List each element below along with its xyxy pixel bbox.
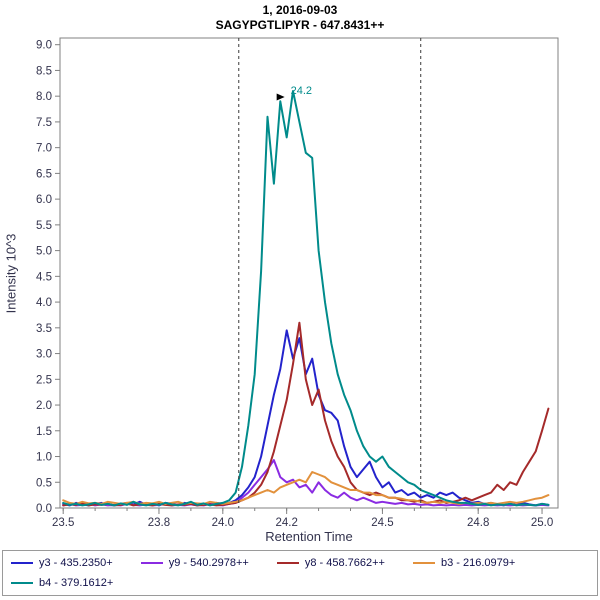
legend-label: y9 - 540.2978++ — [168, 557, 249, 569]
x-tick-label: 24.2 — [275, 517, 297, 529]
y-tick-label: 5.0 — [36, 246, 52, 258]
x-axis-title: Retention Time — [265, 529, 353, 544]
legend-label: y8 - 458.7662++ — [304, 557, 385, 569]
replicate-title: 1, 2016-09-03 — [262, 3, 338, 17]
peak-id-flag-icon[interactable] — [276, 93, 285, 101]
y-tick-label: 9.0 — [36, 40, 52, 52]
y-tick-label: 1.5 — [36, 426, 52, 438]
x-tick-label: 24.8 — [467, 517, 489, 529]
x-tick-label: 23.8 — [148, 517, 170, 529]
chart-title: 1, 2016-09-03 SAGYPGTLIPYR - 647.8431++ — [0, 3, 600, 33]
legend-item-y9: y9 - 540.2978++ — [140, 554, 249, 572]
y-tick-label: 6.0 — [36, 194, 52, 206]
y-tick-label: 2.5 — [36, 374, 52, 386]
y-axis-title: Intensity 10^3 — [3, 233, 19, 313]
y-tick-label: 4.0 — [36, 297, 52, 309]
peptide-precursor-title: SAGYPGTLIPYR - 647.8431++ — [215, 18, 385, 32]
x-tick-label: 24.0 — [212, 517, 234, 529]
legend-item-y8: y8 - 458.7662++ — [276, 554, 385, 572]
legend-label: b3 - 216.0979+ — [440, 557, 516, 569]
legend: y3 - 435.2350+ y9 - 540.2978++ y8 - 458.76… — [2, 550, 598, 596]
y-tick-label: 6.5 — [36, 168, 52, 180]
peak-rt-annotation[interactable]: 24.2 — [291, 85, 312, 97]
chromatogram-svg: 23.5 23.8 24.0 24.2 24.5 24.8 25.0 0.0 0.5 1.0 1.5… — [36, 37, 559, 529]
legend-item-y3: y3 - 435.2350+ — [11, 554, 113, 572]
y-tick-label: 0.5 — [36, 477, 52, 489]
legend-item-b3: b3 - 216.0979+ — [412, 554, 516, 572]
legend-line-swatch — [276, 562, 299, 564]
legend-label: y3 - 435.2350+ — [39, 557, 113, 569]
legend-line-swatch — [11, 562, 33, 564]
plot-area[interactable] — [59, 37, 559, 509]
legend-line-swatch — [412, 562, 435, 564]
y-tick-label: 7.5 — [36, 117, 52, 129]
x-tick-label: 23.5 — [52, 517, 74, 529]
y-tick-label: 3.0 — [36, 349, 52, 361]
y-tick-label: 3.5 — [36, 323, 52, 335]
y-tick-label: 0.0 — [36, 503, 52, 515]
y-tick-label: 8.0 — [36, 91, 52, 103]
legend-line-swatch — [11, 582, 33, 584]
legend-line-swatch — [140, 562, 163, 564]
y-tick-label: 4.5 — [36, 271, 52, 283]
series-line-b4[interactable] — [62, 90, 550, 507]
legend-label: b4 - 379.1612+ — [39, 577, 114, 589]
y-tick-label: 2.0 — [36, 400, 52, 412]
x-tick-label: 25.0 — [531, 517, 553, 529]
y-tick-label: 7.0 — [36, 143, 52, 155]
legend-item-b4: b4 - 379.1612+ — [11, 574, 113, 592]
y-tick-label: 5.5 — [36, 220, 52, 232]
y-tick-label: 1.0 — [36, 452, 52, 464]
y-axis-title-wrap: Intensity 10^3 — [0, 38, 22, 508]
x-tick-label: 24.5 — [371, 517, 393, 529]
y-tick-label: 8.5 — [36, 65, 52, 77]
